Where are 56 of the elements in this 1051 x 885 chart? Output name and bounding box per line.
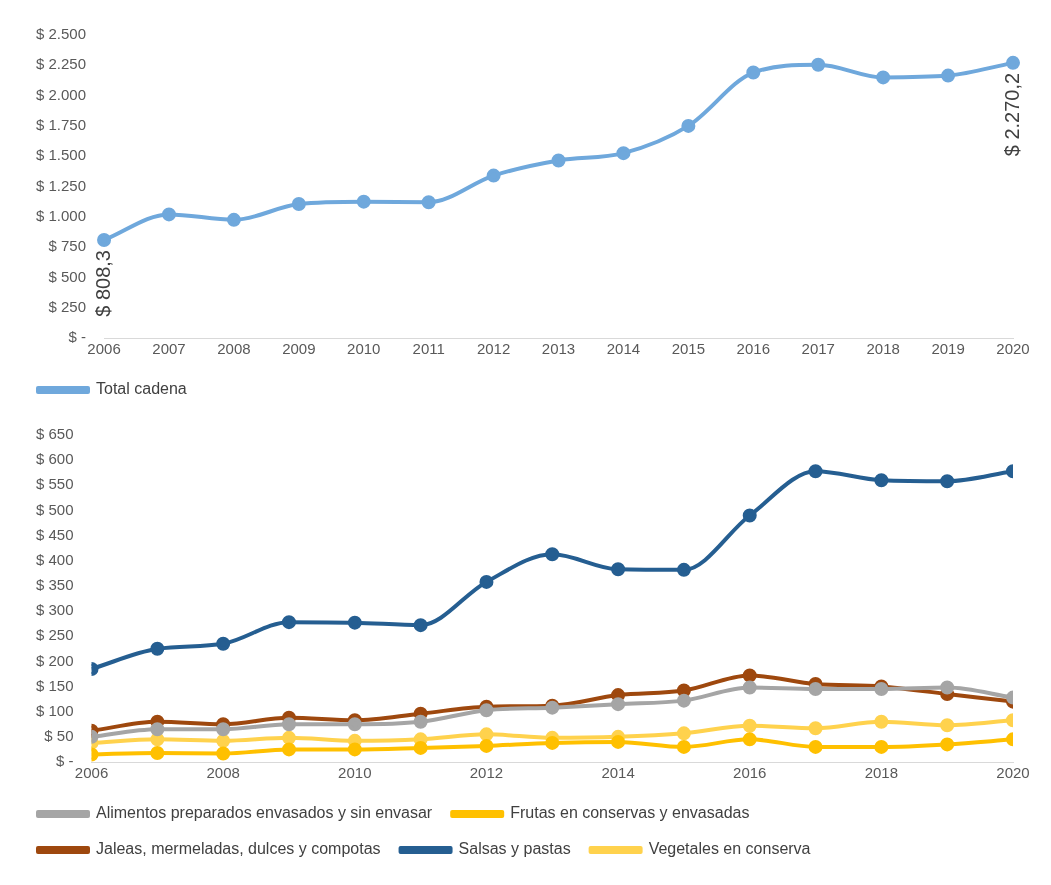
x-tick-label: 2017 xyxy=(801,340,835,358)
y-tick-label: $ 600 xyxy=(35,450,74,468)
x-tick-label: 2018 xyxy=(864,764,899,782)
y-tick-label: $ 50 xyxy=(44,726,74,744)
x-tick-label: 2015 xyxy=(671,340,706,358)
y-tick-label: $ 1.750 xyxy=(36,116,87,134)
x-tick-label: 2008 xyxy=(206,764,240,782)
x-tick-label: 2007 xyxy=(152,340,186,358)
x-tick-label: 2018 xyxy=(866,340,900,358)
y-tick-label: $ 200 xyxy=(35,651,74,669)
x-tick-label: 2012 xyxy=(476,340,511,358)
x-tick-label: 2014 xyxy=(606,340,641,358)
x-tick-label: 2006 xyxy=(74,764,109,782)
y-tick-label: $ 150 xyxy=(35,676,74,694)
legend-label: Salsas y pastas xyxy=(458,840,571,858)
y-tick-label: $ 1.000 xyxy=(36,206,87,224)
x-tick-label: 2011 xyxy=(412,340,445,358)
legend-label: Alimentos preparados envasados y sin envasar xyxy=(96,804,433,822)
legend-label: Vegetales en conserva xyxy=(648,840,811,858)
x-tick-label: 2020 xyxy=(996,764,1030,782)
y-tick-label: $ 450 xyxy=(35,525,74,543)
y-tick-label: $ 500 xyxy=(35,500,74,518)
y-tick-label: $ - xyxy=(56,752,74,770)
y-tick-label: $ 1.500 xyxy=(36,146,87,164)
y-tick-label: $ 250 xyxy=(48,297,87,315)
x-tick-label: 2010 xyxy=(338,764,372,782)
x-tick-label: 2013 xyxy=(541,340,576,358)
y-tick-label: $ - xyxy=(68,328,87,346)
x-tick-label: 2010 xyxy=(347,340,381,358)
y-tick-label: $ 100 xyxy=(35,701,74,719)
x-tick-label: 2016 xyxy=(733,764,767,782)
y-tick-label: $ 500 xyxy=(48,267,87,285)
data-label: $ 808,3 xyxy=(91,250,114,317)
y-tick-label: $ 2.250 xyxy=(36,55,87,73)
x-tick-label: 2012 xyxy=(469,764,504,782)
y-tick-label: $ 250 xyxy=(35,626,74,644)
y-tick-label: $ 650 xyxy=(35,425,74,443)
data-label: $ 2.270,2 xyxy=(1000,72,1023,157)
y-tick-label: $ 1.250 xyxy=(36,176,87,194)
legend-label: Frutas en conservas y envasadas xyxy=(510,804,750,822)
legend-label: Jaleas, mermeladas, dulces y compotas xyxy=(96,840,381,858)
x-tick-label: 2008 xyxy=(217,340,251,358)
x-tick-label: 2006 xyxy=(87,340,121,358)
x-tick-label: 2016 xyxy=(736,340,770,358)
y-tick-label: $ 350 xyxy=(35,576,74,594)
y-tick-label: $ 750 xyxy=(48,237,87,255)
x-tick-label: 2019 xyxy=(931,340,965,358)
x-tick-label: 2014 xyxy=(601,764,635,782)
x-tick-label: 2009 xyxy=(282,340,316,358)
y-tick-label: $ 2.000 xyxy=(36,85,87,103)
y-tick-label: $ 300 xyxy=(35,601,74,619)
x-tick-label: 2020 xyxy=(996,340,1030,358)
y-tick-label: $ 2.500 xyxy=(36,25,87,43)
y-tick-label: $ 400 xyxy=(35,550,74,568)
y-tick-label: $ 550 xyxy=(35,475,74,493)
legend-label: Total cadena xyxy=(96,380,187,398)
